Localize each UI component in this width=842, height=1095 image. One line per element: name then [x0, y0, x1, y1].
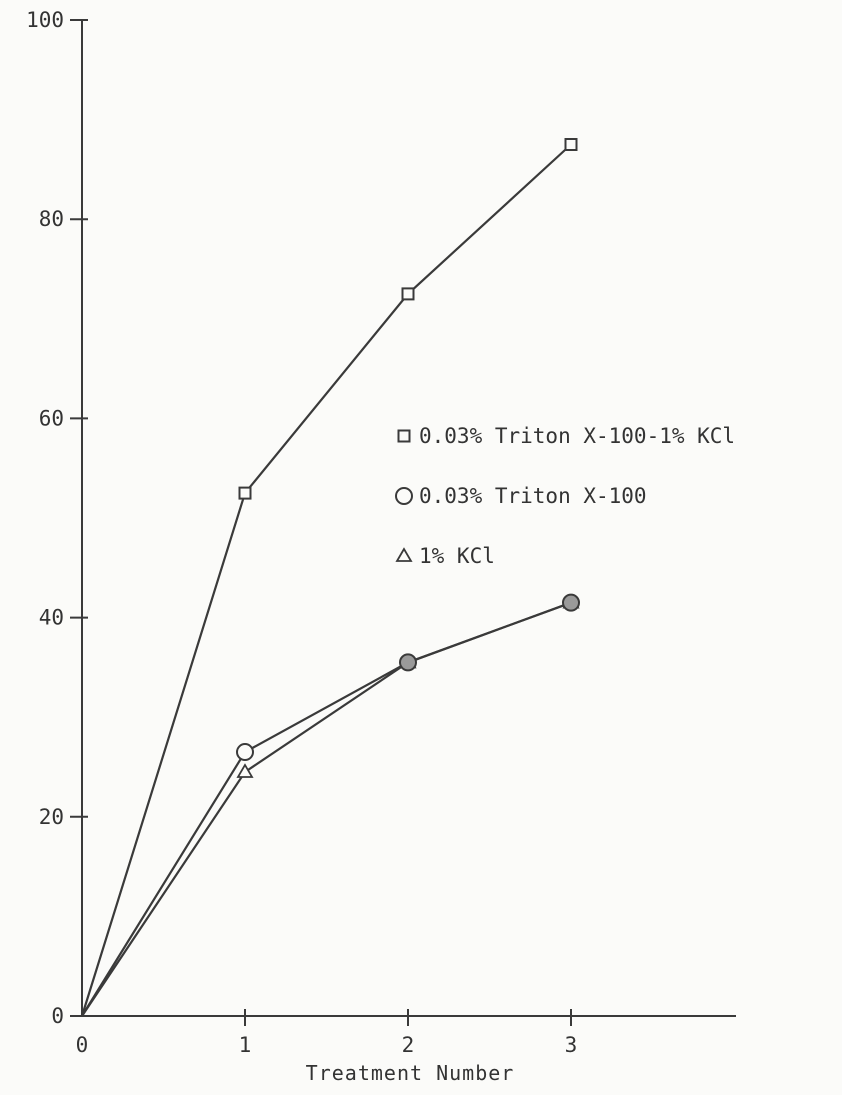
data-point-square — [238, 486, 252, 500]
data-point-triangle — [236, 763, 254, 778]
data-point-square — [401, 287, 415, 301]
series-circle — [81, 601, 572, 1017]
x-tick-label: 3 — [565, 1033, 578, 1057]
legend-item: 0.03% Triton X-100 — [395, 484, 647, 508]
y-tick-label: 100 — [26, 8, 64, 32]
series-square — [80, 143, 572, 1017]
series-layer — [80, 138, 580, 1017]
data-point-circle — [562, 593, 580, 612]
y-tick-label: 80 — [39, 207, 64, 231]
series-markers-triangle — [236, 593, 580, 778]
data-point-circle — [399, 653, 417, 672]
series-line-square — [80, 143, 572, 1017]
legend-item: 0.03% Triton X-100-1% KCl — [397, 424, 735, 448]
y-tick-label: 20 — [39, 805, 64, 829]
legend-label: 0.03% Triton X-100-1% KCl — [419, 424, 735, 448]
legend: 0.03% Triton X-100-1% KCl 0.03% Triton X-… — [395, 424, 735, 568]
x-tick-label: 0 — [76, 1033, 89, 1057]
series-line-circle — [81, 601, 572, 1017]
axes: 0 20 40 60 80 100 0 1 2 3 — [26, 8, 736, 1057]
legend-label: 0.03% Triton X-100 — [419, 484, 647, 508]
series-line-triangle — [81, 601, 572, 1017]
data-point-circle — [236, 743, 254, 762]
y-tick-label: 60 — [39, 406, 64, 430]
y-tick-label: 40 — [39, 606, 64, 630]
legend-item: 1% KCl — [395, 544, 495, 568]
x-tick-label: 1 — [239, 1033, 252, 1057]
legend-marker-circle — [395, 487, 413, 505]
series-markers-square — [238, 138, 578, 500]
data-point-square — [564, 138, 578, 151]
series-triangle — [81, 601, 572, 1017]
x-tick-label: 2 — [402, 1033, 415, 1057]
x-axis-title: Treatment Number — [306, 1061, 515, 1085]
series-markers-circle — [236, 593, 580, 762]
legend-marker-square — [397, 429, 411, 443]
legend-marker-triangle — [395, 547, 413, 562]
y-tick-label: 0 — [51, 1004, 64, 1028]
legend-label: 1% KCl — [419, 544, 495, 568]
